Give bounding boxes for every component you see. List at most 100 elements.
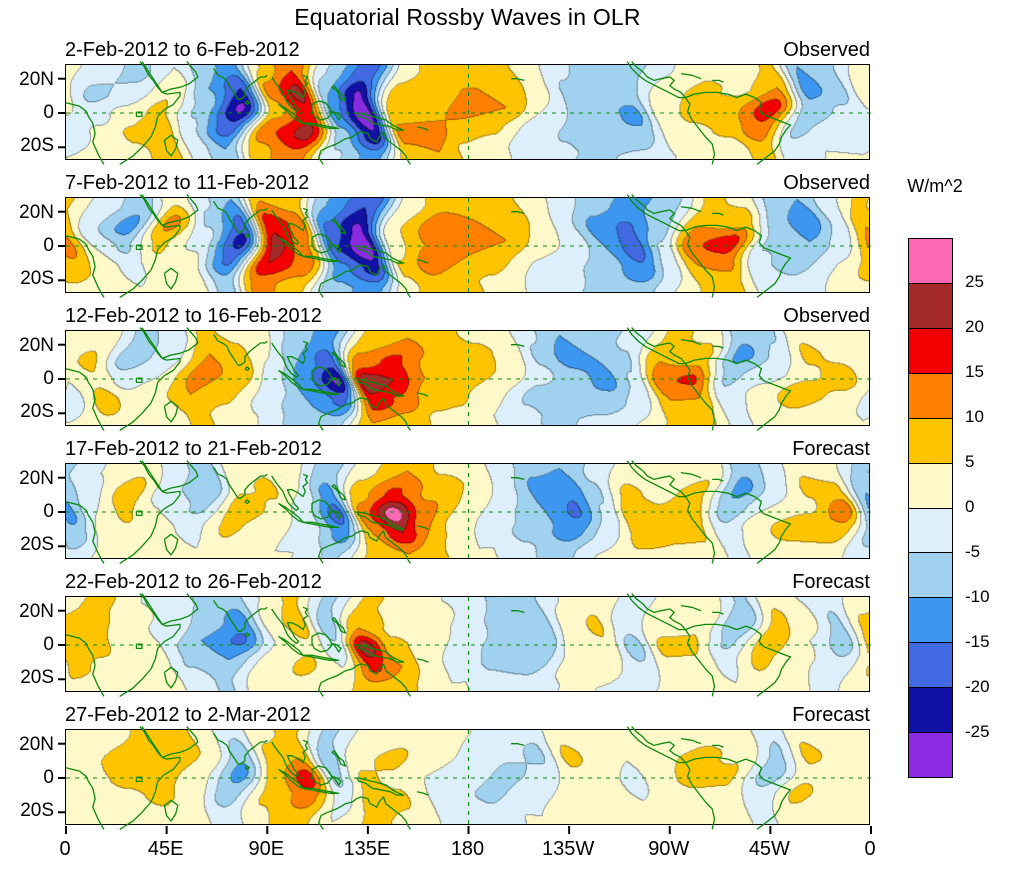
map-panel: 17-Feb-2012 to 21-Feb-2012 Forecast 20N … [19,438,871,564]
colorbar-cell [909,507,952,553]
coastline [680,604,702,612]
coastline [311,233,333,254]
coastline [163,400,179,423]
coastline [135,244,143,251]
x-tick-label: 135W [542,838,595,860]
colorbar-tick-label: -25 [965,722,990,741]
coastline [318,416,324,431]
coastline [356,777,405,796]
coastline [302,255,340,263]
lat-label-eq: 0 [43,501,54,522]
coastline [320,264,411,298]
lat-label-eq: 0 [43,767,54,788]
coastline [302,654,340,662]
coastline [161,726,199,759]
coastline [511,743,525,747]
coastline [626,194,686,232]
olr-anomaly-field-canvas [66,331,869,425]
panel-header: 17-Feb-2012 to 21-Feb-2012 Forecast [65,438,870,463]
colorbar-cells [908,238,953,778]
coastline [331,642,342,653]
panel-date-range: 7-Feb-2012 to 11-Feb-2012 [65,172,310,194]
coastline [685,490,792,564]
colorbar-cell [909,239,952,283]
coastline [65,368,105,431]
coastline [320,530,411,564]
coastline [65,501,105,564]
map-overlay [58,460,871,564]
coastline [119,194,181,298]
figure-title: Equatorial Rossby Waves in OLR [294,4,641,30]
coastline [311,100,333,121]
coastline [65,634,105,697]
colorbar-tick-label: -20 [965,677,990,696]
panel-kind-label: Observed [783,305,870,327]
x-tick-label: 90W [648,838,690,860]
coastline [631,460,686,498]
lat-label-eq: 0 [43,634,54,655]
coastline [163,799,179,822]
coastline [311,366,333,387]
coastline [213,68,268,100]
x-tick-label: 0 [864,838,876,860]
coastline [320,796,411,830]
panel-kind-label: Observed [783,172,870,194]
coastline [278,236,304,257]
coastline [119,327,181,431]
x-tick-label: 45W [748,838,790,860]
coastline [65,767,105,830]
map-panel: 22-Feb-2012 to 26-Feb-2012 Forecast 20N … [19,571,871,697]
coastline [511,610,525,614]
coastline [626,327,686,365]
coastline [318,682,324,697]
map-overlay [58,327,871,431]
coastline [302,521,340,529]
coastline [331,509,342,520]
olr-anomaly-field-canvas [66,65,869,159]
lat-label-eq: 0 [43,235,54,256]
coastline [271,606,309,644]
coastline [141,460,163,492]
colorbar-tick-label: 20 [965,317,984,336]
contour-map: 20N 0 20S [19,61,871,165]
map-panel: 12-Feb-2012 to 16-Feb-2012 Observed 20N … [19,305,871,431]
panel-date-range: 22-Feb-2012 to 26-Feb-2012 [65,571,322,593]
contour-map: 20N 0 20S [19,593,871,697]
coastline [161,194,199,227]
contour-map: 20N 0 20S [19,194,871,298]
coastline [680,72,702,80]
coastline [119,726,181,830]
lat-label-20s: 20S [20,135,54,156]
coastline [631,327,686,365]
coastline [684,629,716,697]
olr-anomaly-field-canvas [66,464,869,558]
coastline [141,194,163,226]
colorbar-tick-label: -10 [965,587,990,606]
coastline [712,478,724,482]
coastline [511,344,525,348]
panel-header: 27-Feb-2012 to 2-Mar-2012 Forecast [65,704,870,729]
panel-date-range: 17-Feb-2012 to 21-Feb-2012 [65,438,322,460]
coastline [320,131,411,165]
colorbar-units-label: W/m^2 [907,176,963,196]
coastline [278,635,304,656]
coastline [331,243,342,254]
coastline [416,658,429,663]
coastline [213,467,268,499]
coastline [680,471,702,479]
coastline [271,739,309,777]
colorbar-cell [909,642,952,688]
colorbar-cell [909,732,952,778]
coastline [684,496,716,564]
coastline [135,776,143,783]
coastline [331,750,347,767]
coastline [163,267,179,290]
x-tick-label: 0 [59,838,71,860]
map-panel: 7-Feb-2012 to 11-Feb-2012 Observed 20N 0… [19,172,871,298]
colorbar-cell [909,417,952,463]
coastline [278,768,304,789]
coastline [684,230,716,298]
coastline [416,126,429,131]
map-panel: 2-Feb-2012 to 6-Feb-2012 Observed 20N 0 … [19,39,871,165]
map-panel: 27-Feb-2012 to 2-Mar-2012 Forecast 20N 0… [19,704,872,834]
